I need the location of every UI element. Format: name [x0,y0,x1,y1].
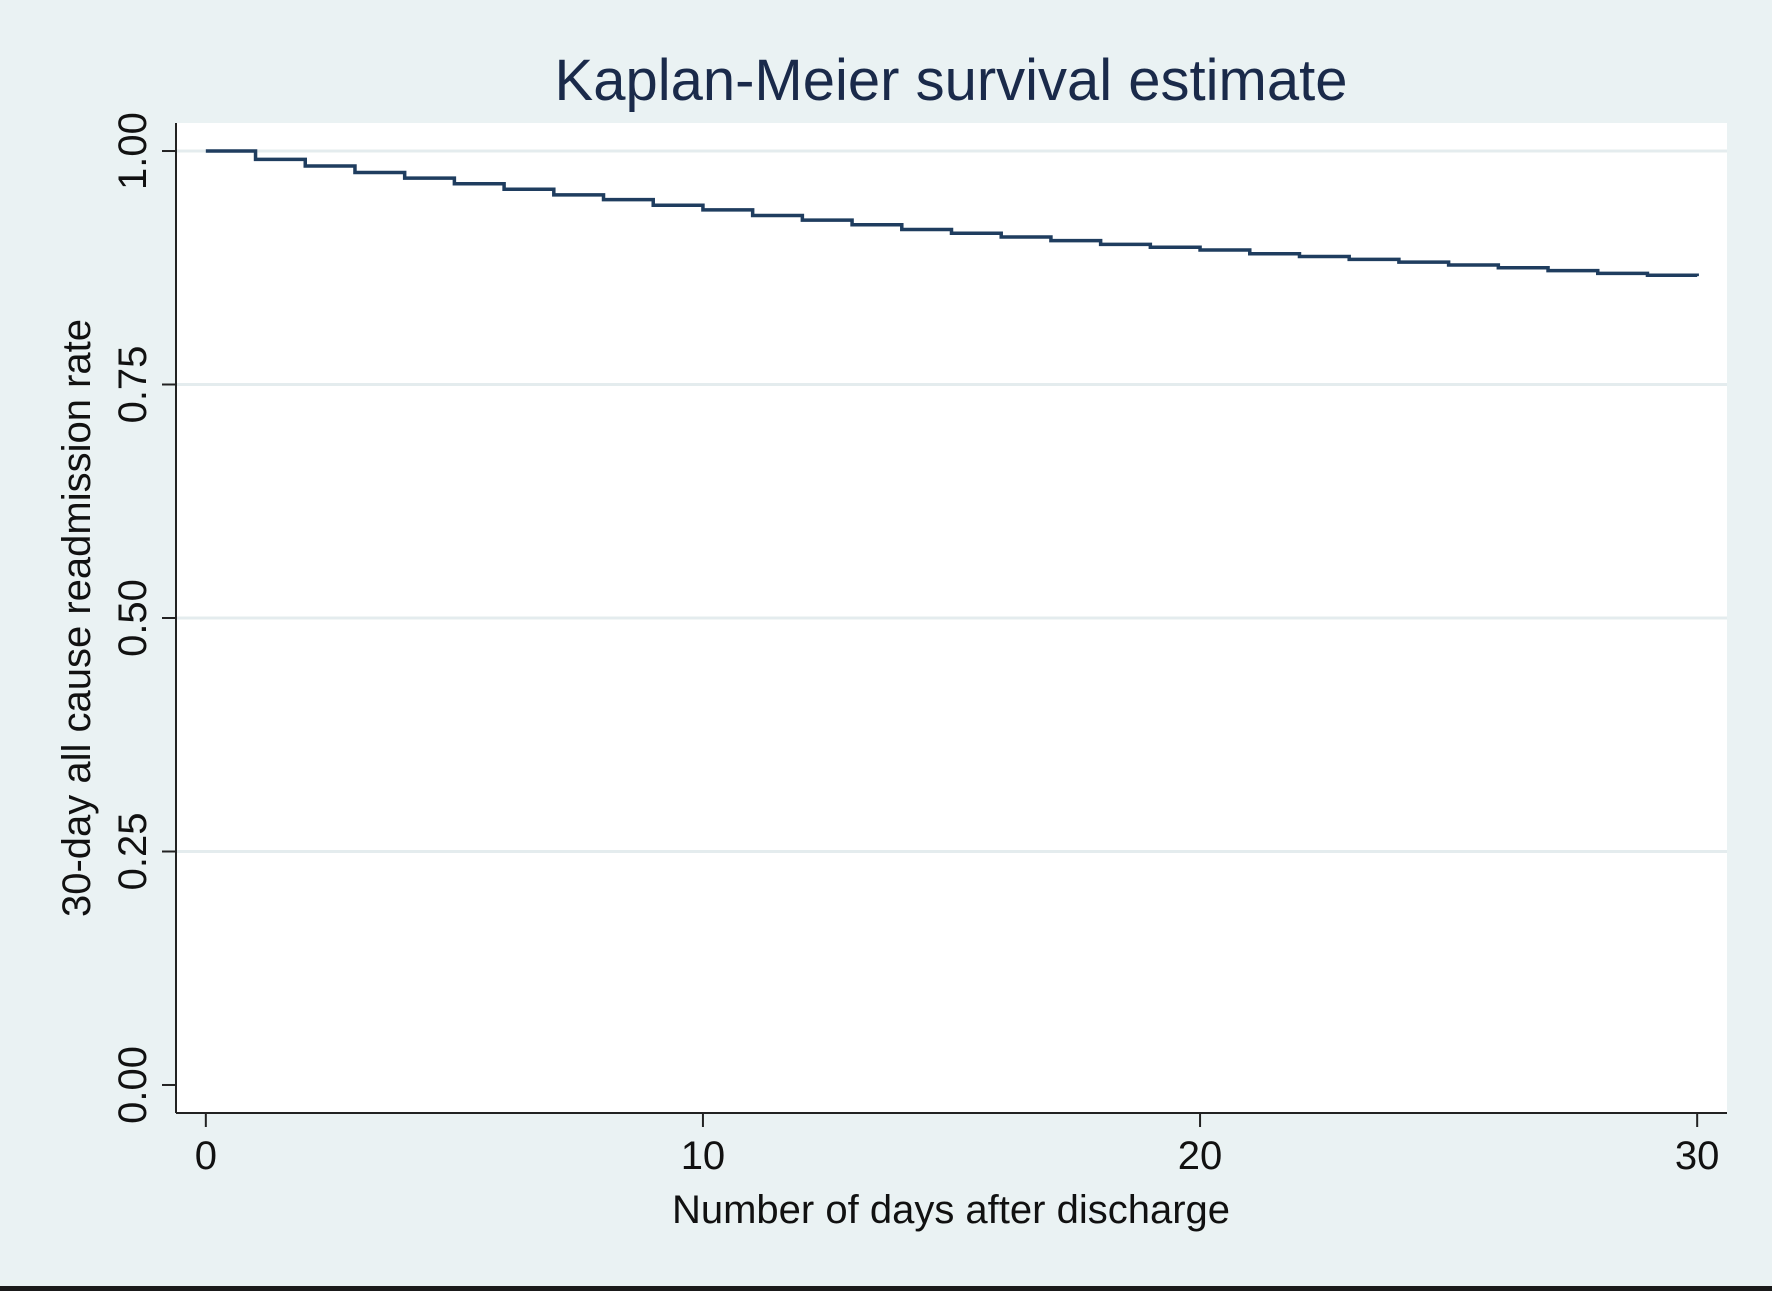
y-tick-label: 0.75 [111,346,155,424]
y-tick-label: 0.25 [111,813,155,891]
x-tick-label: 20 [1178,1134,1223,1178]
x-tick-label: 10 [681,1134,726,1178]
x-ticks: 0 10 20 30 [195,1113,1720,1178]
chart-title: Kaplan-Meier survival estimate [555,48,1348,113]
y-axis-label: 30-day all cause readmission rate [55,319,99,917]
x-tick-label: 0 [195,1134,217,1178]
x-axis-label: Number of days after discharge [672,1188,1230,1232]
y-tick-label: 0.00 [111,1046,155,1124]
y-tick-label: 0.50 [111,579,155,657]
bottom-border [0,1286,1772,1291]
y-gridlines [176,149,1727,853]
series-layer [205,149,1699,277]
survival-step-line [205,149,1699,277]
x-tick-label: 30 [1675,1134,1720,1178]
y-tick-label: 1.00 [111,112,155,190]
y-ticks: 0.00 0.25 0.50 0.75 1.00 [111,112,176,1124]
